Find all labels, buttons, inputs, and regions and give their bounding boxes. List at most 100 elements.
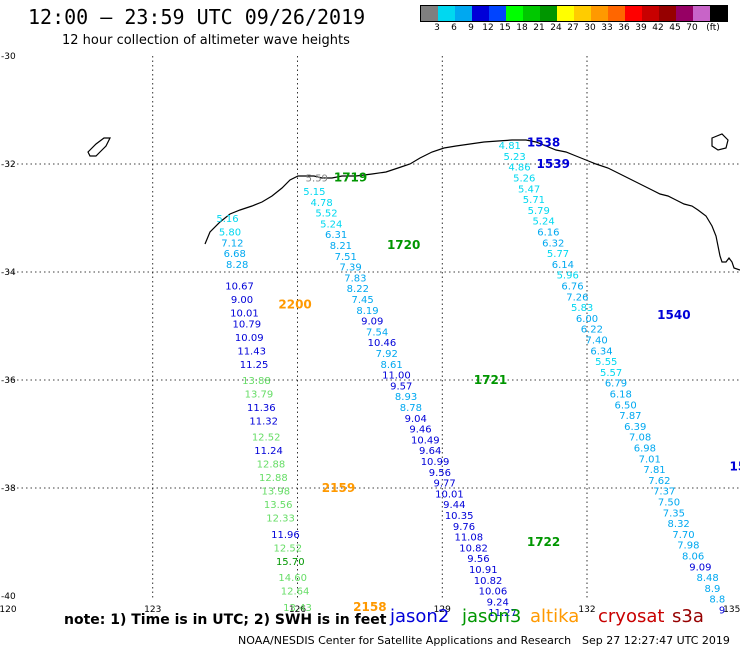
wave-height-value: 9.04 [405, 414, 427, 425]
latitude-tick-label: -32 [1, 160, 16, 170]
colorbar-label: 21 [533, 23, 545, 33]
wave-height-value: 11.32 [249, 417, 278, 428]
longitude-tick-label: 132 [578, 605, 595, 615]
wave-height-value: 10.79 [233, 319, 262, 330]
wave-height-value: 8.21 [330, 241, 352, 252]
wave-height-value: 10.67 [225, 282, 254, 293]
wave-height-value: 12.33 [266, 514, 295, 525]
wave-height-value: 5.80 [219, 228, 241, 239]
colorbar-swatch [710, 6, 727, 21]
wave-height-value: 6.00 [576, 314, 598, 325]
colorbar-swatch [421, 6, 438, 21]
wave-height-value: 9.09 [689, 562, 711, 573]
colorbar-label: 6 [451, 23, 457, 33]
wave-height-value: 6.79 [605, 379, 627, 390]
wave-height-value: 6.14 [552, 260, 574, 271]
colorbar-label: 24 [550, 23, 562, 33]
satellite-name: altika [530, 606, 580, 627]
wave-height-value: 10.35 [445, 511, 474, 522]
wave-height-value: 9.44 [443, 500, 465, 511]
wave-height-value: 7.51 [335, 252, 357, 263]
colorbar-swatch [625, 6, 642, 21]
wave-height-value: 5.77 [547, 249, 569, 260]
colorbar-label: 15 [499, 23, 511, 33]
wave-height-value: 5.71 [523, 195, 545, 206]
wave-height-value: 8.32 [668, 519, 690, 530]
wave-height-value: 9.57 [390, 381, 412, 392]
wave-height-value: 9.24 [487, 597, 509, 608]
colorbar-label: 12 [482, 23, 494, 33]
wave-height-value: 6.68 [224, 249, 246, 260]
wave-height-value: 4.81 [499, 141, 521, 152]
wave-height-value: 10.06 [479, 587, 508, 598]
wave-height-value: 11.24 [254, 446, 283, 457]
pass-time-label: 1722 [527, 535, 560, 549]
wave-height-value: 5.57 [600, 368, 622, 379]
latitude-tick-label: -34 [1, 268, 16, 278]
wave-height-value: 12.88 [259, 473, 288, 484]
latitude-tick-label: -30 [1, 52, 16, 62]
wave-height-value: 7.83 [344, 273, 366, 284]
colorbar-swatch [574, 6, 591, 21]
longitude-tick-label: 135 [723, 605, 740, 615]
colorbar-label: 70 [686, 23, 698, 33]
colorbar-label: 39 [635, 23, 647, 33]
footer-credit: NOAA/NESDIS Center for Satellite Applica… [238, 634, 572, 647]
wave-height-value: 12.52 [252, 433, 281, 444]
wave-height-value: 6.32 [542, 238, 564, 249]
colorbar-swatch [540, 6, 557, 21]
wave-height-value: 5.15 [303, 187, 325, 198]
pass-time-label: 1538 [527, 135, 560, 149]
axis-tick-labels: 120 123 126 129 132 135 -30 -32 -34 -36 -38 -40 [0, 52, 740, 615]
wave-height-value: 8.28 [226, 260, 248, 271]
pass-time-label: 1541 [730, 459, 740, 473]
wave-height-value: 6.39 [624, 422, 646, 433]
pass-time-label: 2158 [353, 600, 386, 614]
wave-height-value: 7.50 [658, 498, 680, 509]
colorbar-label: 33 [601, 23, 613, 33]
wave-height-value: 11.25 [240, 360, 269, 371]
colorbar-label: 3 [434, 23, 440, 33]
wave-height-value: 12.88 [257, 460, 286, 471]
wave-height-value: 15.70 [276, 557, 305, 568]
wave-height-value: 9.09 [361, 317, 383, 328]
longitude-tick-label: 120 [0, 605, 17, 615]
wave-height-value: 13.56 [264, 500, 293, 511]
wave-height-value: 5.24 [532, 217, 554, 228]
footer-note: note: 1) Time is in UTC; 2) SWH is in fe… [64, 612, 387, 628]
wave-height-value: 6.76 [561, 282, 583, 293]
wave-height-value: 7.54 [366, 327, 388, 338]
wave-height-colorbar [420, 5, 728, 22]
colorbar-label: 30 [584, 23, 596, 33]
colorbar-label: (ft) [706, 23, 720, 33]
wave-height-value: 10.82 [474, 576, 503, 587]
colorbar-swatch [591, 6, 608, 21]
wave-height-value: 8.22 [347, 284, 369, 295]
colorbar-swatch [693, 6, 710, 21]
wave-height-value: 10.46 [368, 338, 397, 349]
wave-height-value: 9 [719, 606, 725, 617]
wave-height-value: 9.77 [434, 479, 456, 490]
wave-height-value: 11.27 [488, 608, 517, 619]
wave-height-value: 6.16 [537, 228, 559, 239]
longitude-tick-label: 126 [289, 605, 306, 615]
australia-south-coast [204, 139, 740, 271]
wave-height-value: 8.8 [709, 595, 725, 606]
wave-height-value: 13.88 [242, 376, 271, 387]
wave-height-value: 13.43 [283, 603, 312, 614]
wave-height-value: 7.35 [663, 508, 685, 519]
wave-height-value: 9.56 [467, 554, 489, 565]
wave-height-value: 8.06 [682, 552, 704, 563]
longitude-tick-label: 123 [144, 605, 161, 615]
wave-height-value: 11.00 [382, 371, 411, 382]
wave-height-value: 5.26 [513, 174, 535, 185]
colorbar-swatch [523, 6, 540, 21]
island-east [711, 133, 729, 151]
wave-height-value: 7.26 [566, 292, 588, 303]
pass-time-label: 2200 [278, 297, 311, 311]
wave-height-value: 8.61 [380, 360, 402, 371]
pass-time-label: 1719 [334, 171, 367, 185]
wave-height-value: 5.83 [571, 303, 593, 314]
wave-height-value: 9.56 [429, 468, 451, 479]
wave-height-value: 10.49 [411, 435, 440, 446]
